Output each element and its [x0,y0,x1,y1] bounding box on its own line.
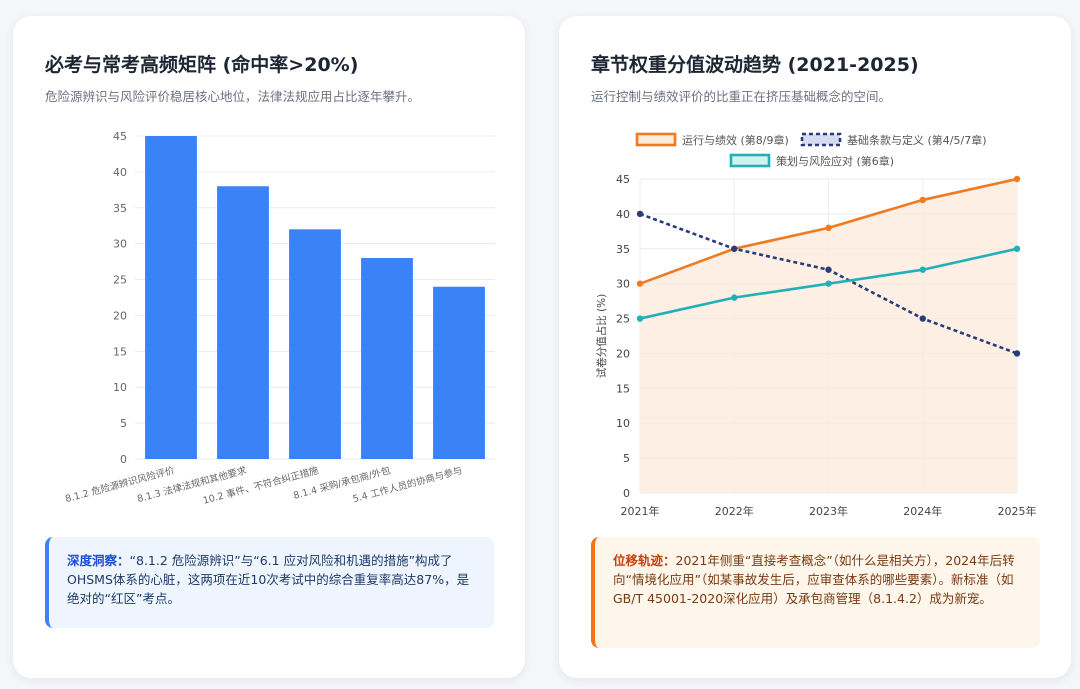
y-tick-label: 25 [616,313,630,326]
y-tick-label: 40 [616,208,630,221]
bar [289,229,341,459]
weight-trend-card: 章节权重分值波动趋势 (2021-2025) 运行控制与绩效评价的比重正在挤压基… [559,16,1071,678]
bar [361,258,413,459]
x-tick-label: 2023年 [809,504,848,518]
data-point [825,280,832,287]
card-title: 章节权重分值波动趋势 (2021-2025) [591,54,919,76]
legend-label: 策划与风险应对 (第6章) [776,154,894,168]
y-tick-label: 35 [113,202,127,215]
x-tick-label: 2024年 [903,504,942,518]
legend-label: 运行与绩效 (第8/9章) [682,133,789,147]
y-tick-label: 45 [616,173,630,186]
y-tick-label: 0 [120,453,127,466]
data-point [825,224,832,232]
data-point [825,266,832,273]
legend-swatch [729,153,771,168]
area-fill-performance [640,179,1017,493]
y-tick-label: 5 [623,452,630,465]
line-chart: 0 5 10 15 20 25 30 35 40 45 2021年 2022年 2023年 2024年 20… [595,132,1037,518]
y-tick-label: 10 [113,381,127,394]
y-tick-label: 30 [616,278,630,291]
y-tick-label: 5 [120,417,127,430]
bar [145,136,197,459]
note-text: “8.1.2 危险源辨识”与“6.1 应对风险和机遇的措施”构成了OHSMS体系… [67,553,470,606]
note-label: 位移轨迹： [613,553,676,568]
note-label: 深度洞察： [67,553,130,568]
data-point [919,266,926,273]
data-point [1013,245,1021,252]
y-tick-label: 20 [113,309,127,322]
data-point [731,245,738,252]
data-point [636,315,644,322]
y-tick-label: 40 [113,166,127,179]
data-point [636,210,644,218]
bar [217,186,269,459]
legend-swatch [800,132,842,147]
x-tick-label: 2025年 [998,504,1037,518]
x-tick-label: 2021年 [621,504,660,518]
y-tick-label: 15 [113,345,127,358]
legend-label: 基础条款与定义 (第4/5/7章) [847,133,987,147]
trajectory-note: 位移轨迹：2021年侧重“直接考查概念”（如什么是相关方），2024年后转向“情… [591,537,1040,648]
insight-note: 深度洞察：“8.1.2 危险源辨识”与“6.1 应对风险和机遇的措施”构成了OH… [45,537,494,628]
data-point [636,280,644,287]
data-point [919,196,926,204]
y-tick-label: 15 [616,382,630,395]
card-subtitle: 运行控制与绩效评价的比重正在挤压基础概念的空间。 [591,89,892,104]
y-tick-label: 0 [623,487,630,500]
y-tick-label: 35 [616,243,630,256]
y-axis-label: 试卷分值占比 (%) [595,294,608,379]
legend-swatch [635,132,677,147]
y-tick-label: 10 [616,417,630,430]
data-point [1013,175,1021,183]
note-text: 2021年侧重“直接考查概念”（如什么是相关方），2024年后转向“情境化应用”… [613,553,1015,606]
data-point [1013,350,1021,357]
y-tick-label: 45 [113,130,127,143]
data-point [731,294,738,301]
high-frequency-matrix-card: 必考与常考高频矩阵 (命中率>20%) 危险源辨识与风险评价稳居核心地位，法律法… [13,16,525,678]
card-subtitle: 危险源辨识与风险评价稳居核心地位，法律法规应用占比逐年攀升。 [45,89,421,104]
card-title: 必考与常考高频矩阵 (命中率>20%) [45,54,359,76]
y-tick-label: 25 [113,274,127,287]
y-tick-label: 30 [113,238,127,251]
x-tick-label: 10.2 事件、不符合纠正措施 [202,464,321,507]
bar [433,286,485,459]
y-tick-label: 20 [616,347,630,360]
x-tick-label: 2022年 [715,504,754,518]
data-point [919,315,926,322]
